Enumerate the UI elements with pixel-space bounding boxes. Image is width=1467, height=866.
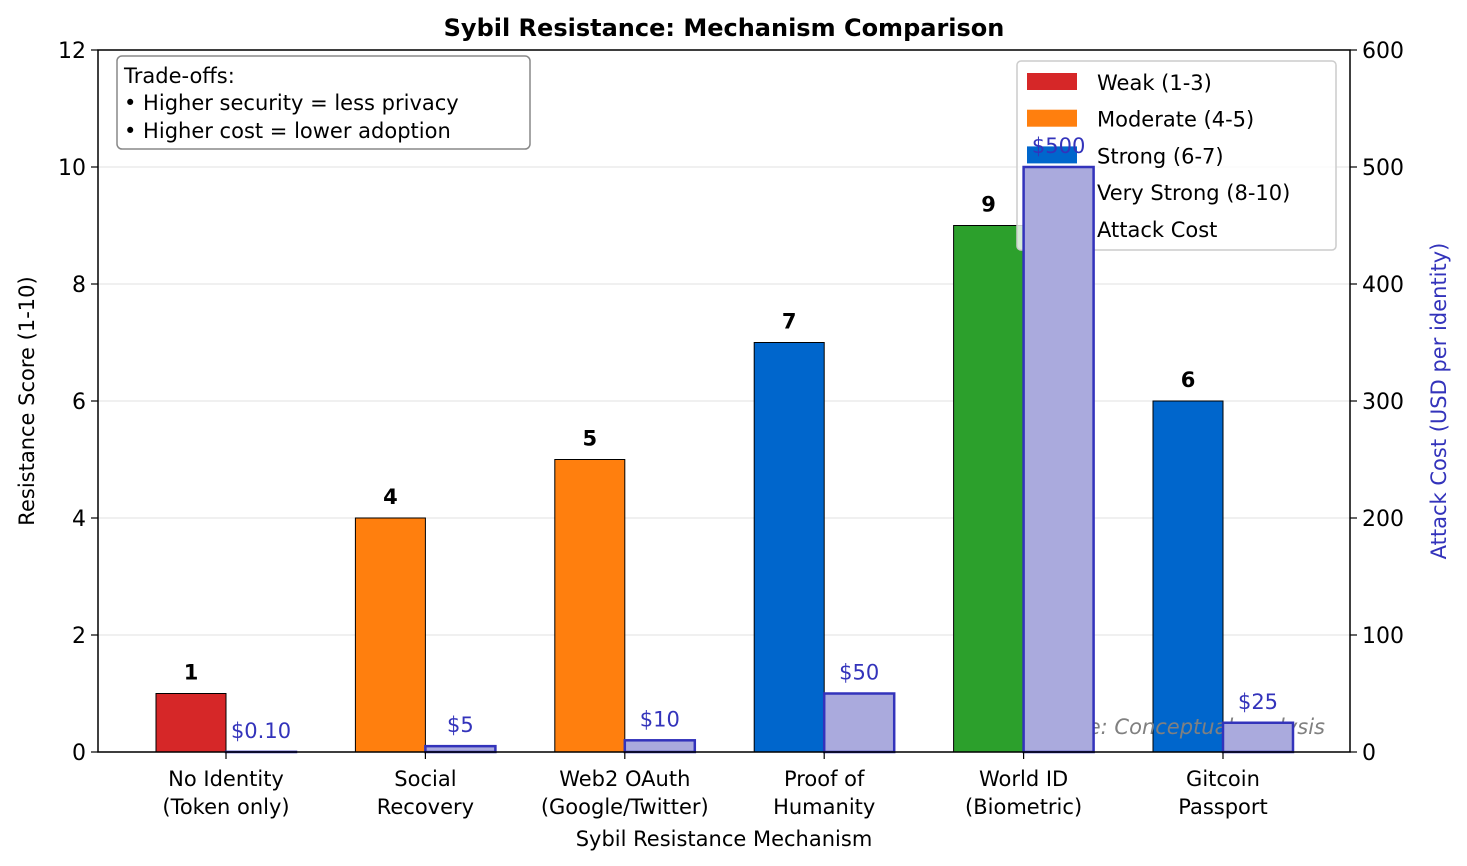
score-label: 6	[1181, 368, 1196, 392]
y2-axis-label: Attack Cost (USD per identity)	[1427, 243, 1451, 560]
cost-bar	[1221, 721, 1295, 754]
legend-swatch	[1027, 146, 1077, 164]
score-bar	[354, 517, 426, 753]
y-tick-label: 4	[72, 507, 86, 532]
y2-tick-label: 300	[1362, 390, 1404, 415]
score-label: 1	[184, 661, 199, 685]
legend-swatch	[1027, 109, 1077, 127]
cost-bar	[822, 692, 896, 754]
x-tick-label: Recovery	[377, 795, 474, 819]
x-tick-label: Humanity	[773, 795, 875, 819]
legend-label: Weak (1-3)	[1097, 71, 1212, 95]
cost-bar	[1022, 165, 1095, 754]
cost-label: $50	[839, 661, 879, 685]
cost-label: $500	[1032, 134, 1085, 158]
x-tick-label: (Google/Twitter)	[541, 795, 709, 819]
chart-title: Sybil Resistance: Mechanism Comparison	[444, 14, 1005, 42]
annotation-line: • Higher security = less privacy	[124, 91, 459, 115]
x-tick-label: Proof of	[784, 767, 865, 791]
y-tick-label: 10	[58, 156, 86, 181]
score-label: 5	[582, 427, 597, 451]
annotation-line: • Higher cost = lower adoption	[124, 119, 451, 143]
cost-label: $0.10	[231, 719, 291, 743]
cost-label: $10	[640, 707, 680, 731]
x-tick-label: (Token only)	[162, 795, 289, 819]
legend-label: Very Strong (8-10)	[1097, 181, 1290, 205]
y2-tick-label: 200	[1362, 507, 1404, 532]
annotation-line: Trade-offs:	[123, 64, 235, 88]
x-tick-label: Gitcoin	[1186, 767, 1260, 791]
y-tick-label: 2	[72, 624, 86, 649]
x-tick-label: Web2 OAuth	[559, 767, 690, 791]
x-tick-label: World ID	[979, 767, 1068, 791]
cost-label: $5	[447, 713, 474, 737]
y2-tick-label: 500	[1362, 156, 1404, 181]
x-tick-label: Social	[394, 767, 456, 791]
x-tick-label: Passport	[1178, 795, 1268, 819]
score-bar	[155, 693, 227, 753]
y2-tick-label: 600	[1362, 39, 1404, 64]
legend-swatch	[1027, 73, 1077, 90]
y-tick-label: 6	[72, 390, 86, 415]
y-tick-label: 0	[72, 741, 86, 766]
legend-label: Moderate (4-5)	[1097, 108, 1254, 132]
score-bar	[953, 225, 1025, 753]
score-bar	[1152, 400, 1224, 753]
x-tick-label: (Biometric)	[965, 795, 1082, 819]
legend: Weak (1-3) Moderate (4-5) Strong (6-7) Very…	[1016, 60, 1337, 251]
x-tick-label: No Identity	[168, 767, 284, 791]
y-tick-label: 8	[72, 273, 86, 298]
cost-bar	[623, 739, 697, 754]
score-bar	[753, 342, 825, 753]
y-tick-label: 12	[58, 39, 86, 64]
score-bar	[554, 459, 626, 753]
x-axis-label: Sybil Resistance Mechanism	[576, 827, 873, 851]
cost-bar	[424, 744, 497, 754]
y-axis-label: Resistance Score (1-10)	[15, 276, 39, 525]
score-label: 4	[383, 485, 398, 509]
plot-frame	[97, 49, 1351, 753]
y2-tick-label: 0	[1362, 741, 1376, 766]
legend-label: Strong (6-7)	[1097, 144, 1224, 168]
y2-tick-label: 100	[1362, 624, 1404, 649]
cost-label: $25	[1238, 690, 1278, 714]
annotation-box: Trade-offs: • Higher security = less pri…	[116, 55, 531, 150]
score-label: 7	[782, 310, 797, 334]
legend-label: Attack Cost	[1097, 218, 1217, 242]
y2-tick-label: 400	[1362, 273, 1404, 298]
score-label: 9	[981, 193, 996, 217]
